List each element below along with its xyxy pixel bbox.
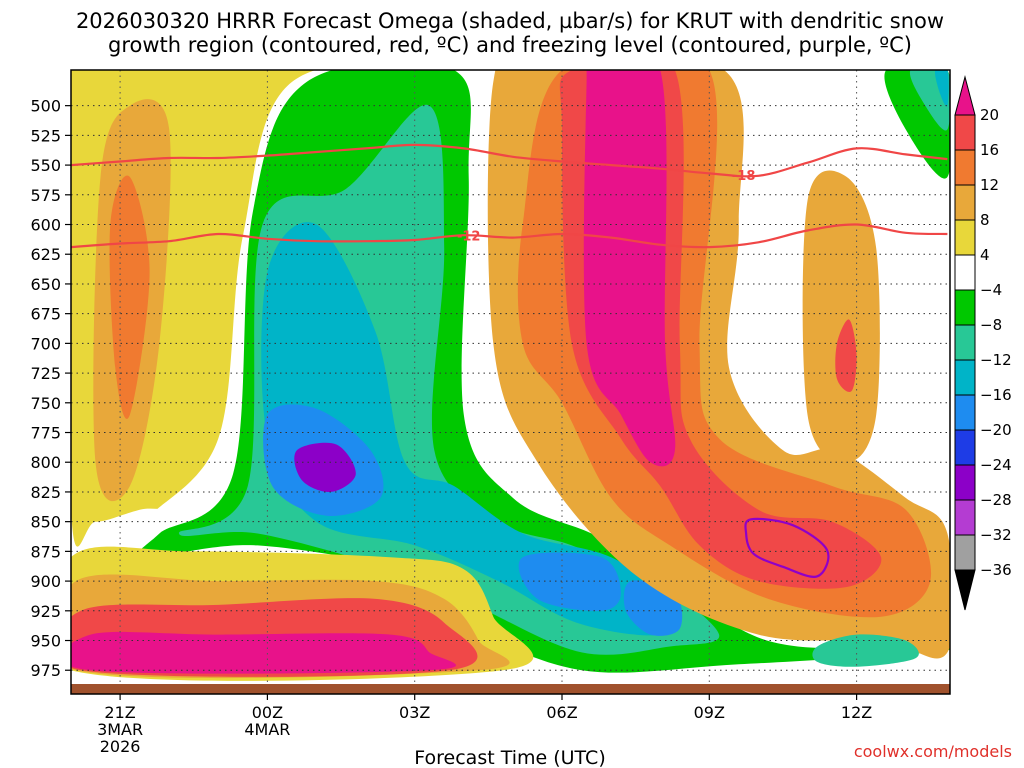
y-tick-label-550: 550 [30,156,61,175]
x-tick-label-21Z-1: 3MAR [97,720,143,739]
colorbar-segment-0 [954,114,976,151]
contour-label--18: -18 [732,169,756,184]
omega-region-20 [835,319,857,392]
omega-region-14 [71,631,457,674]
y-tick-label-575: 575 [30,186,61,205]
colorbar-bottom-arrow [954,569,976,611]
contours: -18 -12 [71,143,948,578]
x-tick-label-09Z-0: 09Z [694,703,725,722]
colorbar-label-8: −16 [980,386,1012,404]
omega-region-19 [802,170,880,463]
colorbar-segment-11 [954,499,976,536]
colorbar-label-10: −24 [980,456,1012,474]
colorbar-label-7: −12 [980,351,1012,369]
colorbar-top-arrow [954,75,976,116]
colorbar-label-13: −36 [980,561,1012,579]
contour--18 [71,143,948,178]
omega-region-25 [812,634,919,667]
colorbar-segment-3 [954,219,976,256]
colorbar-segment-10 [954,464,976,501]
contour-label--12: -12 [457,229,481,244]
y-tick-label-650: 650 [30,275,61,294]
y-tick-label-675: 675 [30,305,61,324]
y-tick-label-825: 825 [30,483,61,502]
colorbar-label-1: 16 [980,141,999,159]
colorbar-segment-12 [954,534,976,571]
omega-region-24 [934,70,949,107]
colorbar-label-12: −32 [980,526,1012,544]
y-tick-label-775: 775 [30,424,61,443]
x-tick-label-03Z-0: 03Z [399,703,430,722]
x-tick-label-21Z-0: 21Z [104,703,135,722]
colorbar-label-0: 20 [980,106,999,124]
chart-title-line1: 2026030320 HRRR Forecast Omega (shaded, … [76,9,944,33]
colorbar-label-6: −8 [980,316,1002,334]
colorbar-label-5: −4 [980,281,1002,299]
contour--12 [71,223,948,249]
grid-lines [71,70,950,694]
x-tick-label-12Z-0: 12Z [841,703,872,722]
y-tick-label-925: 925 [30,602,61,621]
y-tick-label-700: 700 [30,334,61,353]
x-tick-label-06Z-0: 06Z [546,703,577,722]
y-tick-label-625: 625 [30,245,61,264]
colorbar-segment-4 [954,254,976,291]
y-axis: 500 525 550 575 600 625 650 675 700 725 750 775 800 8… [30,97,71,680]
credit-text: coolwx.com/models [854,742,1012,761]
x-tick-label-00Z-0: 00Z [252,703,283,722]
colorbar-label-2: 12 [980,176,999,194]
colorbar-segment-2 [954,184,976,221]
x-tick-label-21Z-2: 2026 [100,737,141,756]
y-tick-label-950: 950 [30,632,61,651]
colorbar-segment-8 [954,394,976,431]
y-tick-label-875: 875 [30,542,61,561]
omega-region-6 [261,222,679,636]
y-tick-label-725: 725 [30,364,61,383]
colorbar-segment-6 [954,324,976,361]
y-tick-label-975: 975 [30,661,61,680]
colorbar-label-11: −28 [980,491,1012,509]
ground-surface [71,684,950,694]
colorbar-segment-7 [954,359,976,396]
contour-0 [744,517,830,578]
y-tick-label-750: 750 [30,394,61,413]
y-tick-label-900: 900 [30,572,61,591]
omega-region-10 [294,442,356,493]
colorbar-label-9: −20 [980,421,1012,439]
y-tick-label-525: 525 [30,126,61,145]
colorbar-segment-5 [954,289,976,326]
plot-frame [70,69,951,695]
colorbar-label-4: 4 [980,246,990,264]
plot-area: -18 -12 [71,70,950,694]
omega-region-8 [518,552,621,611]
colorbar-segment-1 [954,149,976,186]
omega-region-2 [109,175,150,419]
y-tick-label-500: 500 [30,97,61,116]
y-tick-label-800: 800 [30,453,61,472]
y-tick-label-600: 600 [30,216,61,235]
x-tick-label-00Z-1: 4MAR [244,720,290,739]
colorbar: 20 16 12 8 4 −4 −8 −12 −16 −20 −24 −28 −32 −36 [954,75,1012,611]
y-tick-label-850: 850 [30,513,61,532]
colorbar-segment-9 [954,429,976,466]
chart-title-line2: growth region (contoured, red, ºC) and f… [108,33,912,57]
colorbar-label-3: 8 [980,211,990,229]
x-axis-label: Forecast Time (UTC) [414,747,605,768]
